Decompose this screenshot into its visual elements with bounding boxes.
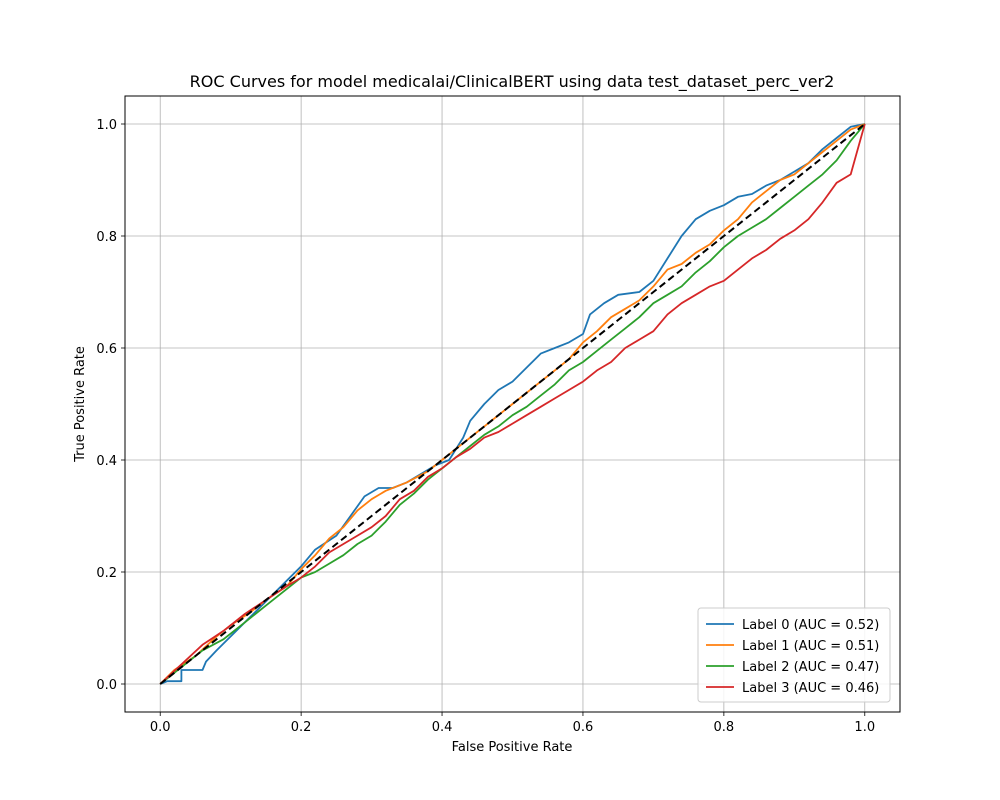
x-tick-label: 1.0	[854, 720, 875, 735]
y-tick-label: 0.0	[96, 678, 117, 693]
roc-line-label-0	[159, 123, 865, 685]
x-tick-label: 0.2	[291, 720, 312, 735]
x-tick-label: 0.0	[150, 720, 171, 735]
x-tick-label: 0.8	[714, 720, 735, 735]
y-tick-label: 0.8	[96, 230, 117, 245]
legend-label: Label 3 (AUC = 0.46)	[742, 681, 879, 696]
legend-label: Label 1 (AUC = 0.51)	[742, 639, 879, 654]
chart-title: ROC Curves for model medicalai/ClinicalB…	[190, 72, 835, 92]
roc-line-label-3	[159, 123, 866, 685]
legend-box	[697, 607, 891, 703]
legend: Label 0 (AUC = 0.52) Label 1 (AUC = 0.51)…	[697, 607, 891, 703]
y-tick-label: 0.4	[96, 454, 117, 469]
plot-frame	[124, 95, 901, 713]
x-tick-label: 0.4	[432, 720, 453, 735]
y-axis-ticks: 0.0 0.2 0.4 0.6 0.8 1.0	[96, 118, 125, 693]
y-tick-label: 1.0	[96, 118, 117, 133]
y-tick-label: 0.6	[96, 342, 117, 357]
y-tick-label: 0.2	[96, 566, 117, 581]
x-tick-label: 0.6	[573, 720, 594, 735]
diagonal-reference-line	[159, 123, 866, 685]
legend-label: Label 2 (AUC = 0.47)	[742, 660, 879, 675]
grid	[125, 96, 900, 712]
roc-line-label-2	[159, 123, 866, 685]
x-axis-ticks: 0.0 0.2 0.4 0.6 0.8 1.0	[150, 712, 875, 735]
x-axis-label: False Positive Rate	[452, 740, 573, 755]
y-axis-label: True Positive Rate	[73, 346, 88, 463]
series-lines	[159, 123, 866, 685]
legend-label: Label 0 (AUC = 0.52)	[742, 618, 879, 633]
